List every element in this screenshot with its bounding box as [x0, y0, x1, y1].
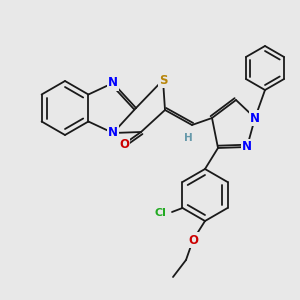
Text: O: O [119, 137, 129, 151]
Text: S: S [159, 74, 167, 86]
Text: O: O [188, 233, 198, 247]
Text: N: N [108, 76, 118, 89]
Text: N: N [108, 127, 118, 140]
Text: N: N [242, 140, 252, 154]
Text: N: N [250, 112, 260, 124]
Text: H: H [184, 133, 192, 143]
Text: Cl: Cl [154, 208, 166, 218]
